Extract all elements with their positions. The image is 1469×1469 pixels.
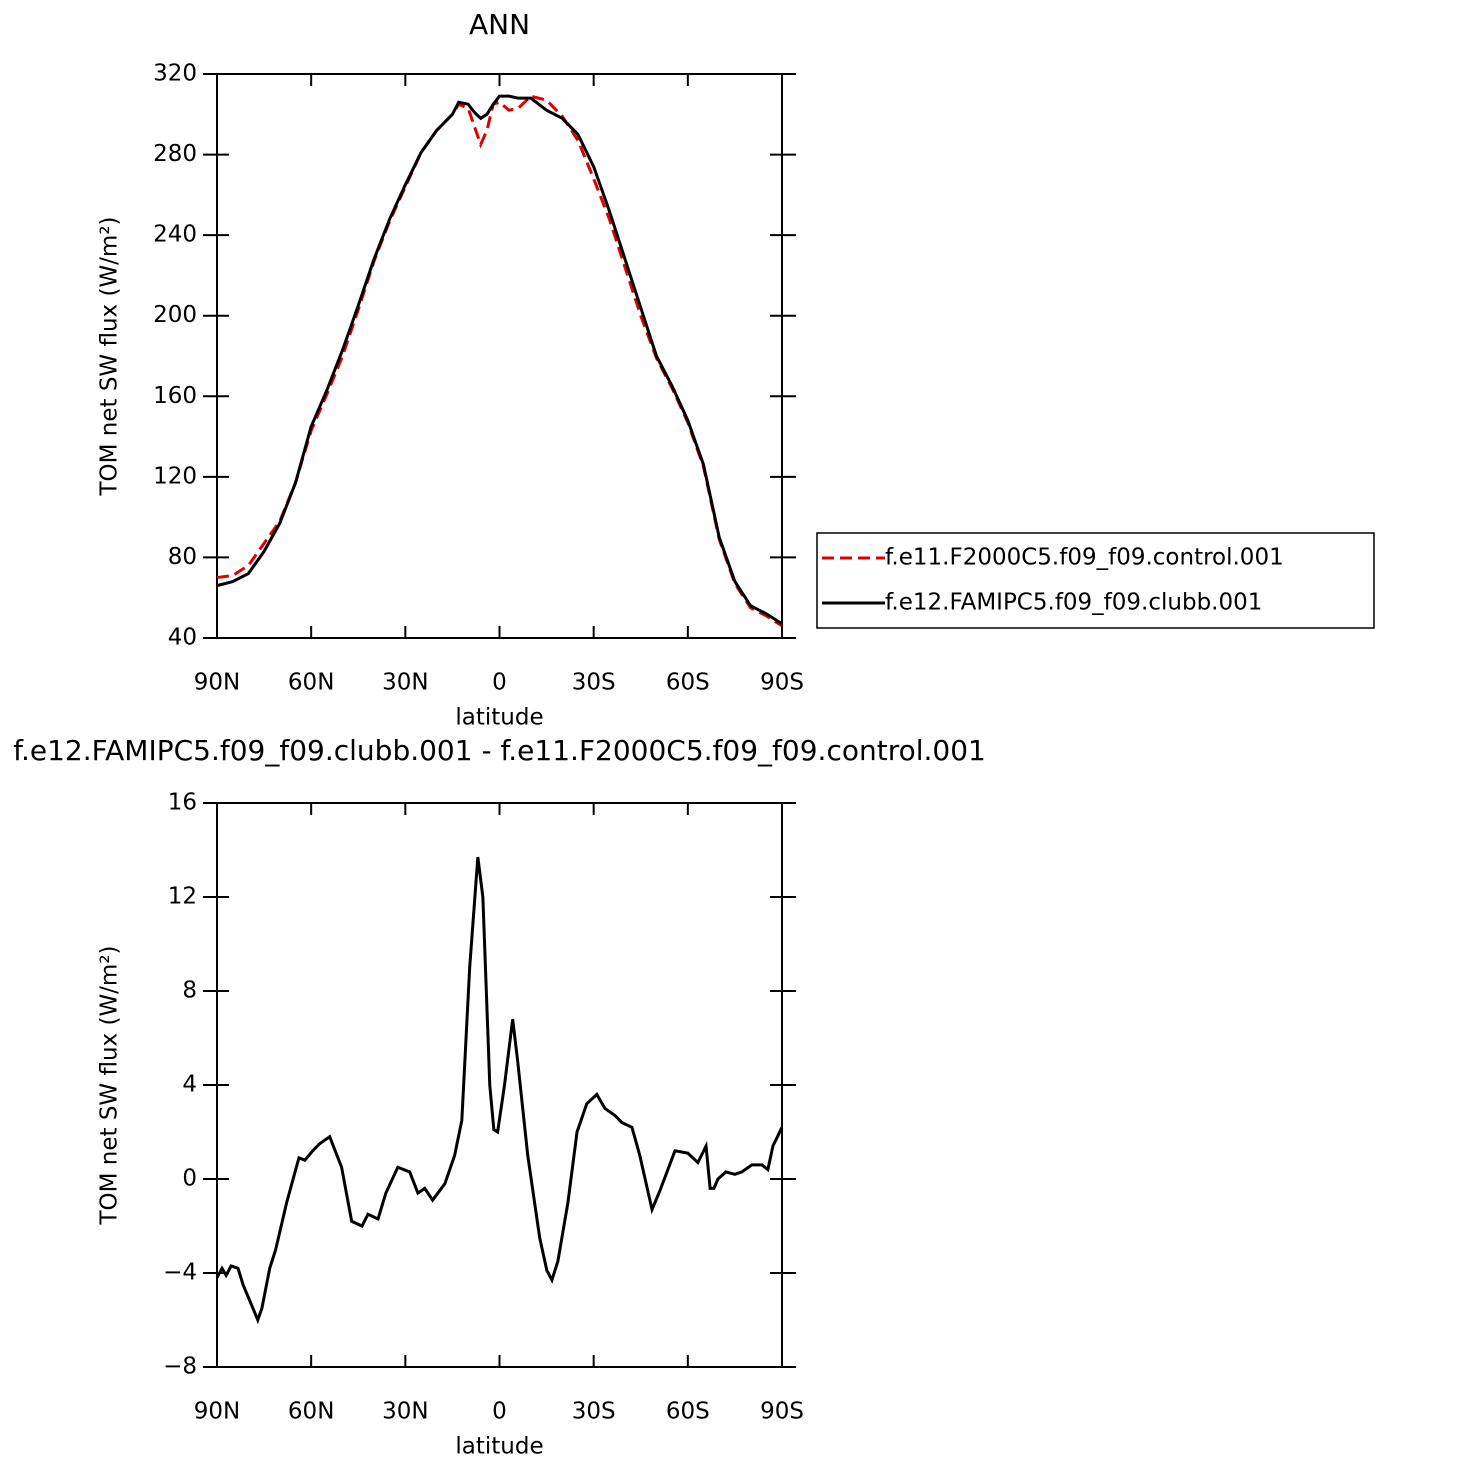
y-tick-label: 240 <box>153 222 197 248</box>
x-tick-label: 90S <box>760 670 804 696</box>
x-tick-label: 60S <box>666 1399 710 1425</box>
data-line <box>216 94 783 628</box>
plot-frame <box>216 802 783 1368</box>
x-tick-label: 0 <box>492 670 507 696</box>
x-tick-label: 30S <box>572 670 616 696</box>
data-line <box>215 856 784 1325</box>
x-tick-label: 30S <box>572 1399 616 1425</box>
x-tick-label: 60N <box>288 1399 334 1425</box>
y-tick-label: 12 <box>168 884 197 910</box>
y-tick-label: −8 <box>163 1354 197 1380</box>
y-tick-label: 80 <box>168 544 197 570</box>
y-tick-label: 120 <box>153 463 197 489</box>
x-tick-label: 90S <box>760 1399 804 1425</box>
x-tick-label: 60S <box>666 670 710 696</box>
y-tick-label: 0 <box>182 1166 197 1192</box>
y-tick-label: 8 <box>182 978 197 1004</box>
legend-label: f.e11.F2000C5.f09_f09.control.001 <box>885 545 1284 571</box>
x-tick-label: 60N <box>288 670 334 696</box>
chart-title: ANN <box>469 8 530 41</box>
y-tick-label: 4 <box>182 1072 197 1098</box>
y-axis-label: TOM net SW flux (W/m²) <box>97 945 123 1225</box>
y-tick-label: 160 <box>153 383 197 409</box>
legend-label: f.e12.FAMIPC5.f09_f09.clubb.001 <box>885 590 1262 616</box>
y-tick-label: 320 <box>153 61 197 87</box>
plot-frame <box>216 73 783 639</box>
x-axis-label: latitude <box>455 705 543 731</box>
y-tick-label: 16 <box>168 790 197 816</box>
data-line <box>216 94 783 626</box>
x-tick-label: 30N <box>382 1399 428 1425</box>
x-tick-label: 0 <box>492 1399 507 1425</box>
x-axis-label: latitude <box>455 1434 543 1460</box>
y-tick-label: −4 <box>163 1260 197 1286</box>
x-tick-label: 90N <box>194 670 240 696</box>
y-tick-label: 40 <box>168 625 197 651</box>
x-tick-label: 30N <box>382 670 428 696</box>
y-tick-label: 200 <box>153 302 197 328</box>
y-tick-label: 280 <box>153 141 197 167</box>
legend-box <box>816 532 1375 629</box>
y-axis-label: TOM net SW flux (W/m²) <box>97 216 123 496</box>
chart-title: f.e12.FAMIPC5.f09_f09.clubb.001 - f.e11.… <box>13 734 986 767</box>
x-tick-label: 90N <box>194 1399 240 1425</box>
